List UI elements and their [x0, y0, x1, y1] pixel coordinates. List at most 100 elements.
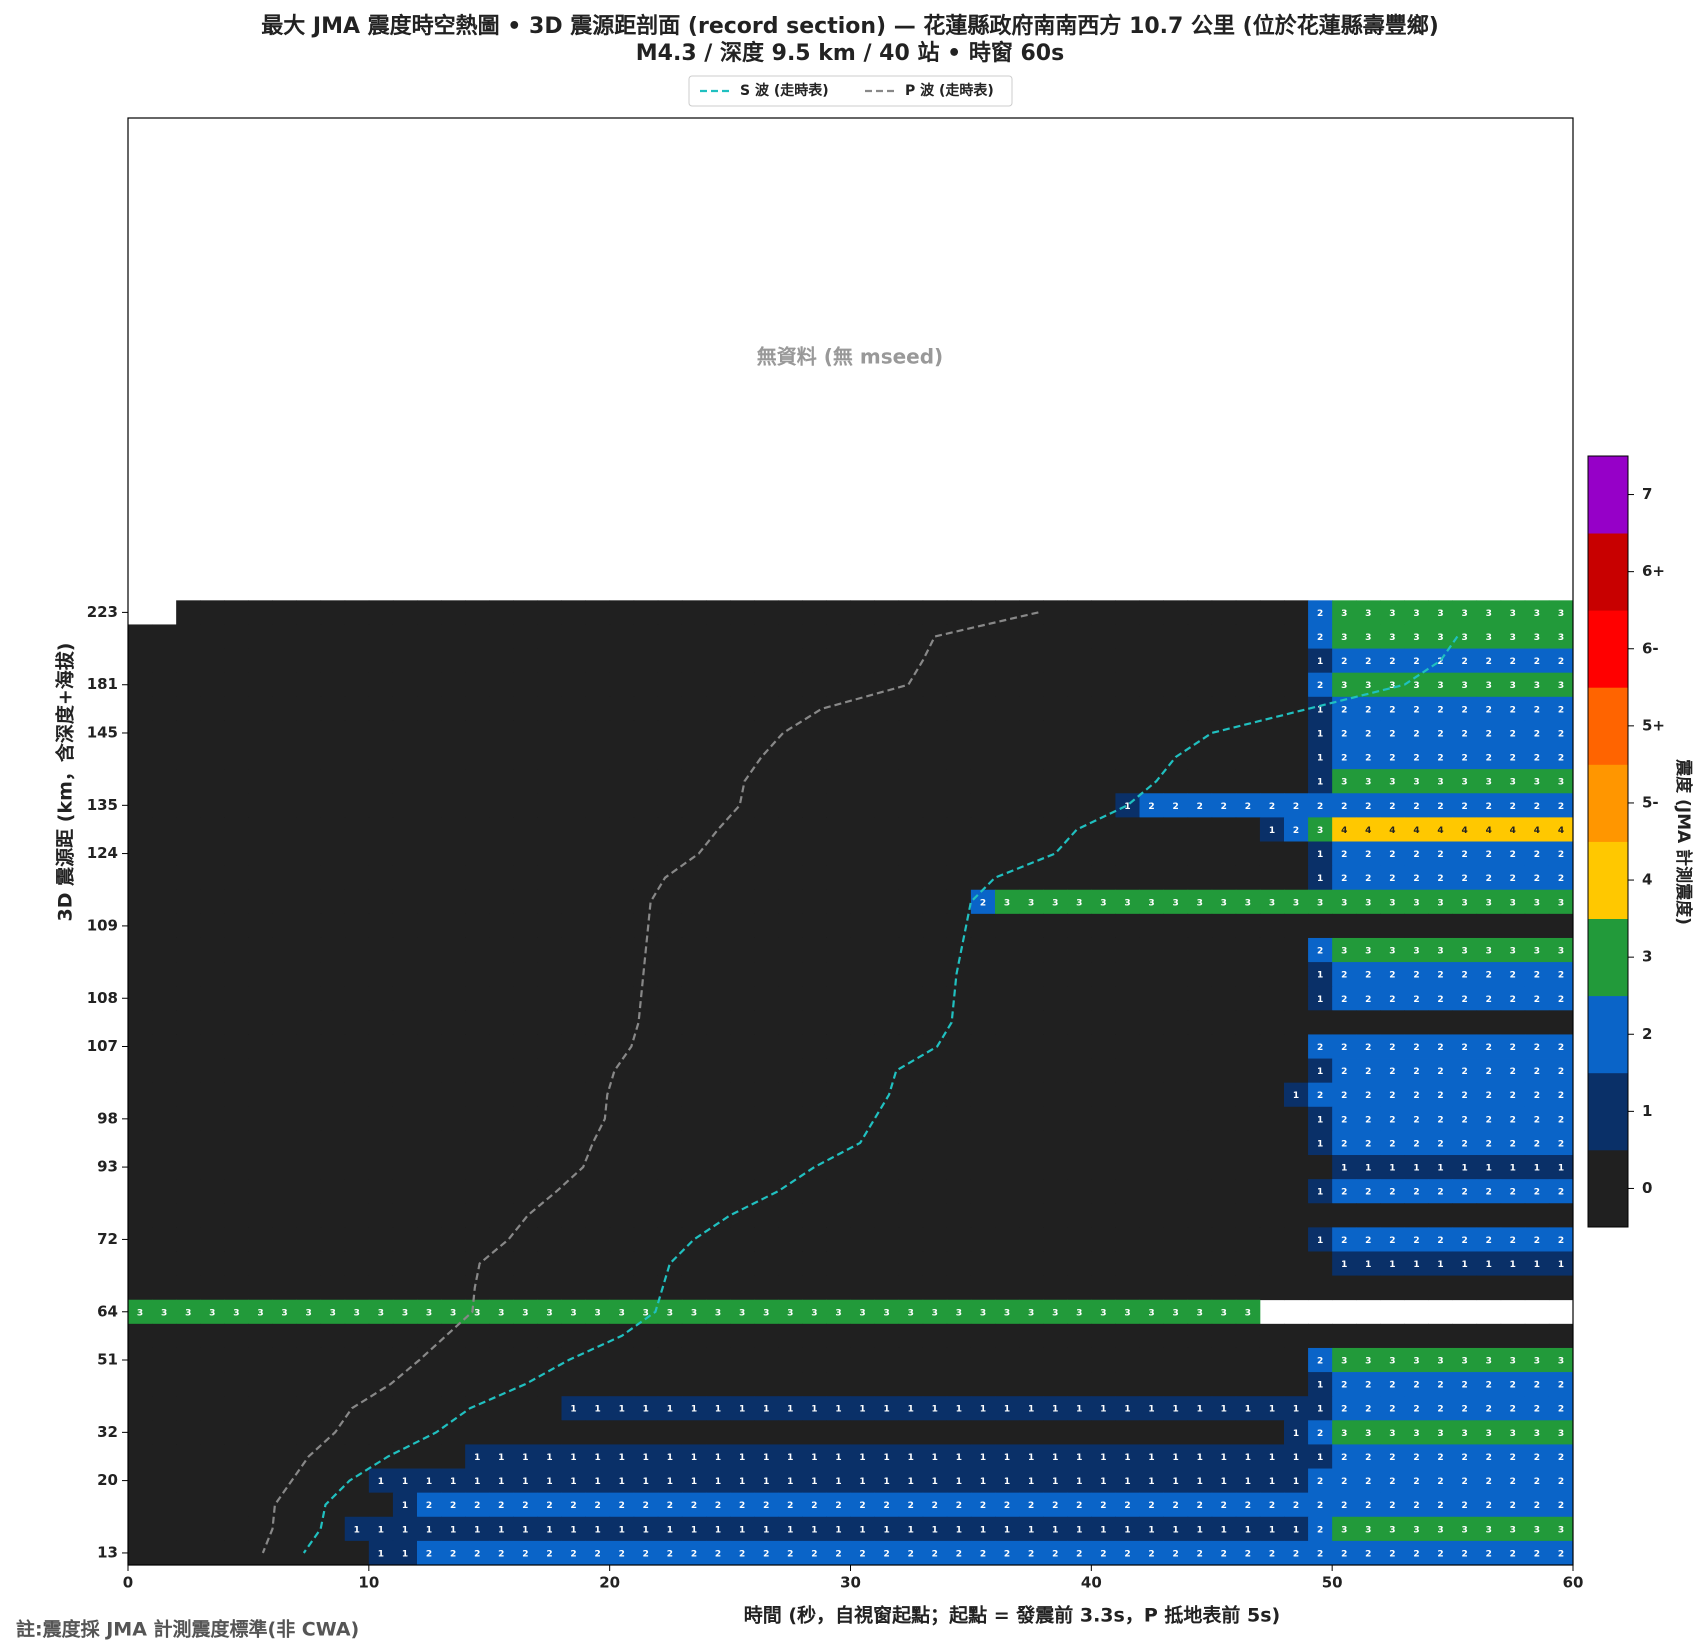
heat-cell [1308, 913, 1333, 939]
heat-cell [1452, 1492, 1478, 1518]
cell-label: 2 [1558, 802, 1564, 812]
heat-cell [224, 720, 249, 746]
heat-cell [1356, 745, 1381, 770]
heat-cell [1380, 1179, 1405, 1204]
cell-label: 2 [1317, 633, 1323, 643]
heat-cell [802, 889, 827, 915]
heat-cell [850, 865, 875, 891]
heat-cell [898, 1179, 924, 1204]
heat-cell [1019, 1082, 1044, 1108]
heat-cell [826, 1275, 851, 1301]
cell-label: 3 [1413, 1357, 1419, 1367]
heat-cell [609, 745, 635, 770]
heat-cell [1091, 1347, 1116, 1373]
cell-label: 3 [1076, 898, 1082, 908]
cell-label: 1 [1365, 1164, 1371, 1174]
heat-cell [272, 624, 297, 649]
cell-label: 3 [1293, 898, 1299, 908]
heat-cell [1452, 769, 1478, 794]
cell-label: 3 [1245, 898, 1251, 908]
heat-cell [1139, 865, 1164, 891]
colorbar-tick-label: 7 [1642, 485, 1652, 503]
heat-cell [152, 986, 177, 1011]
cell-label: 2 [570, 1549, 576, 1559]
heat-cell [922, 1203, 948, 1228]
heat-cell [1284, 986, 1309, 1011]
heat-cell [1187, 841, 1213, 867]
cell-label: 1 [1124, 1453, 1130, 1463]
heat-cell [898, 1444, 924, 1469]
heat-cell [272, 672, 297, 698]
cell-label: 3 [1341, 898, 1347, 908]
heat-cell [826, 1227, 851, 1252]
cell-label: 1 [1269, 1453, 1275, 1463]
heat-cell [970, 648, 996, 674]
heat-cell [1067, 1347, 1092, 1373]
cell-label: 2 [1461, 1501, 1467, 1511]
heat-cell [1524, 937, 1550, 963]
heat-cell [1476, 1130, 1502, 1156]
heat-cell [489, 1251, 514, 1276]
heat-cell [320, 865, 346, 891]
heat-cell [730, 672, 755, 698]
heat-cell [417, 1082, 442, 1108]
heat-cell [465, 1227, 490, 1252]
heat-cell [850, 1106, 875, 1132]
heat-cell [946, 986, 972, 1011]
heat-cell [1115, 1540, 1140, 1566]
heat-cell [1043, 1275, 1068, 1301]
heat-cell [1067, 1444, 1092, 1469]
heat-cell [417, 841, 442, 867]
cell-label: 2 [1413, 1501, 1419, 1511]
heat-cell [778, 1468, 803, 1494]
cell-label: 2 [1389, 874, 1395, 884]
heat-cell [802, 1444, 827, 1469]
heat-cell [898, 1227, 924, 1252]
cell-label: 1 [1076, 1525, 1082, 1535]
heat-cell [320, 793, 346, 818]
heat-cell [392, 720, 418, 746]
cell-label: 2 [1413, 995, 1419, 1005]
cell-label: 2 [1437, 1188, 1443, 1198]
cell-label: 1 [1245, 1405, 1251, 1415]
heat-cell [152, 962, 177, 987]
cell-label: 1 [378, 1549, 384, 1559]
heat-cell [200, 1155, 225, 1180]
heat-cell [489, 1540, 514, 1566]
heat-cell [898, 1034, 924, 1059]
heat-cell [537, 1082, 562, 1108]
heat-cell [1163, 1251, 1189, 1276]
heat-cell [970, 1082, 996, 1108]
heat-cell [995, 1106, 1020, 1132]
heat-cell [128, 1058, 153, 1084]
heat-cell [874, 889, 900, 915]
heat-cell [1019, 889, 1044, 915]
heat-cell [1115, 913, 1140, 939]
heat-cell [609, 889, 635, 915]
heat-cell [1043, 1396, 1068, 1421]
heat-cell [1356, 1034, 1381, 1059]
cell-label: 2 [1317, 1429, 1323, 1439]
cell-label: 2 [1341, 1139, 1347, 1149]
heat-cell [1187, 1034, 1213, 1059]
heat-cell [1284, 624, 1309, 649]
cell-label: 2 [1028, 1501, 1034, 1511]
heat-cell [1091, 1516, 1116, 1542]
heat-cell [489, 1010, 514, 1035]
heat-cell [176, 986, 201, 1011]
heat-cell [609, 1275, 635, 1301]
heat-cell [200, 1540, 225, 1566]
heat-cell [995, 1323, 1020, 1349]
cell-label: 2 [1510, 1188, 1516, 1198]
heat-cell [1524, 865, 1550, 891]
heat-cell [224, 769, 249, 794]
heat-cell [320, 745, 346, 770]
heat-cell [1235, 745, 1261, 770]
heat-cell [1284, 1275, 1309, 1301]
heat-cell [320, 1396, 346, 1421]
heat-cell [392, 769, 418, 794]
heat-cell [489, 720, 514, 746]
heat-cell [1163, 1540, 1189, 1566]
heat-cell [1067, 937, 1092, 963]
heat-cell [152, 1227, 177, 1252]
